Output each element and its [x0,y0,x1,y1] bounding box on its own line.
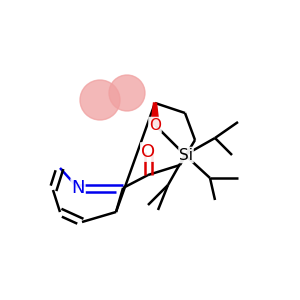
Circle shape [80,80,120,120]
Text: N: N [71,179,85,197]
Text: O: O [141,143,155,161]
Polygon shape [151,103,159,125]
Circle shape [109,75,145,111]
Text: Si: Si [179,148,193,163]
Text: O: O [149,118,161,133]
